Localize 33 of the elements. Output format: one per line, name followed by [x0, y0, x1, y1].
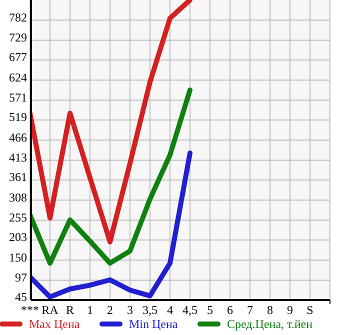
- legend-label: Max Цена: [29, 317, 80, 331]
- x-tick-label: 3,5: [142, 303, 158, 317]
- y-tick-label: 729: [9, 30, 27, 44]
- x-tick-label: 4,5: [182, 303, 198, 317]
- x-tick-label: 7: [247, 303, 253, 317]
- x-tick-label: 6: [227, 303, 233, 317]
- y-tick-label: 624: [9, 70, 27, 84]
- x-tick-label: 9: [287, 303, 293, 317]
- x-tick-label: R: [66, 303, 74, 317]
- x-tick-label: RA: [42, 303, 59, 317]
- y-tick-label: 97: [15, 270, 27, 284]
- x-tick-label: 2: [107, 303, 113, 317]
- y-tick-label: 413: [9, 150, 27, 164]
- x-tick-label: 1: [87, 303, 93, 317]
- y-tick-label: 782: [9, 10, 27, 24]
- y-tick-label: 677: [9, 50, 27, 64]
- x-tick-label: 5: [207, 303, 213, 317]
- x-tick-label: 4: [167, 303, 173, 317]
- x-tick-label: ***: [21, 303, 39, 317]
- legend-label: Min Цена: [129, 317, 178, 331]
- y-tick-label: 203: [9, 230, 27, 244]
- y-tick-label: 45: [15, 290, 27, 304]
- x-tick-label: 3: [127, 303, 133, 317]
- y-tick-label: 150: [9, 250, 27, 264]
- y-tick-label: 361: [9, 170, 27, 184]
- x-tick-label: S: [306, 303, 314, 317]
- y-tick-label: 571: [9, 90, 27, 104]
- legend-label: Сред.Цена, т.йен: [227, 317, 314, 331]
- x-tick-label: 8: [267, 303, 273, 317]
- y-tick-label: 519: [9, 110, 27, 124]
- y-tick-label: 255: [9, 210, 27, 224]
- y-tick-label: 308: [9, 190, 27, 204]
- y-tick-label: 466: [9, 130, 27, 144]
